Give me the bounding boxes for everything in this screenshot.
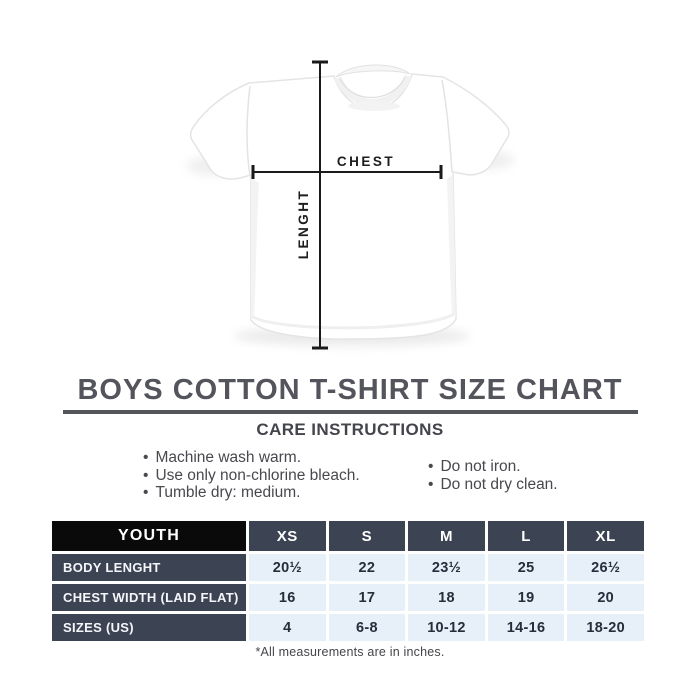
row-label-chest-width: CHEST WIDTH (LAID FLAT) — [52, 584, 246, 611]
tshirt-illustration: CHEST LENGHT — [187, 60, 514, 350]
cell-body-length-xl: 26½ — [567, 554, 644, 581]
row-label-body-length: BODY LENGHT — [52, 554, 246, 581]
cell-chest-width-s: 17 — [328, 584, 406, 611]
table-header-s: S — [328, 521, 406, 551]
care-item: Tumble dry: medium. — [143, 484, 360, 502]
care-item: Do not iron. — [428, 458, 558, 476]
table-header-l: L — [487, 521, 565, 551]
cell-body-length-s: 22 — [328, 554, 406, 581]
cell-chest-width-xl: 20 — [567, 584, 644, 611]
chest-measure-line — [251, 165, 443, 179]
page-title: BOYS COTTON T-SHIRT SIZE CHART — [77, 374, 623, 406]
cell-sizes-us-l: 14-16 — [487, 614, 565, 641]
care-list-left: Machine wash warm. Use only non-chlorine… — [143, 449, 360, 502]
care-instructions-heading: CARE INSTRUCTIONS — [256, 420, 444, 439]
cell-body-length-m: 23½ — [408, 554, 485, 581]
cell-body-length-l: 25 — [487, 554, 565, 581]
title-underline — [62, 410, 638, 414]
cell-sizes-us-m: 10-12 — [408, 614, 485, 641]
table-header-youth: YOUTH — [52, 521, 246, 551]
table-header-xs: XS — [249, 521, 326, 551]
cell-chest-width-m: 18 — [408, 584, 485, 611]
cell-sizes-us-xl: 18-20 — [567, 614, 644, 641]
title-block: BOYS COTTON T-SHIRT SIZE CHART — [0, 375, 700, 414]
tshirt-diagram: CHEST LENGHT — [187, 60, 514, 350]
care-item: Do not dry clean. — [428, 476, 557, 494]
chest-label: CHEST — [337, 154, 395, 169]
care-item: Machine wash warm. — [143, 449, 360, 467]
cell-chest-width-xs: 16 — [249, 584, 326, 611]
shirt-body — [189, 64, 510, 340]
row-label-sizes-us: SIZES (US) — [52, 614, 246, 641]
measurements-footnote: *All measurements are in inches. — [255, 645, 445, 659]
care-list-right: Do not iron. Do not dry clean. — [428, 458, 558, 494]
length-measure-line — [312, 60, 328, 350]
length-label: LENGHT — [296, 189, 311, 260]
size-chart-table: YOUTH XS S M L XL BODY LENGHT 20½ 22 23½… — [52, 521, 644, 641]
table-header-m: M — [408, 521, 485, 551]
care-item: Use only non-chlorine bleach. — [143, 467, 359, 485]
cell-body-length-xs: 20½ — [249, 554, 326, 581]
table-header-xl: XL — [567, 521, 644, 551]
cell-sizes-us-s: 6-8 — [328, 614, 406, 641]
cell-chest-width-l: 19 — [487, 584, 565, 611]
cell-sizes-us-xs: 4 — [249, 614, 326, 641]
